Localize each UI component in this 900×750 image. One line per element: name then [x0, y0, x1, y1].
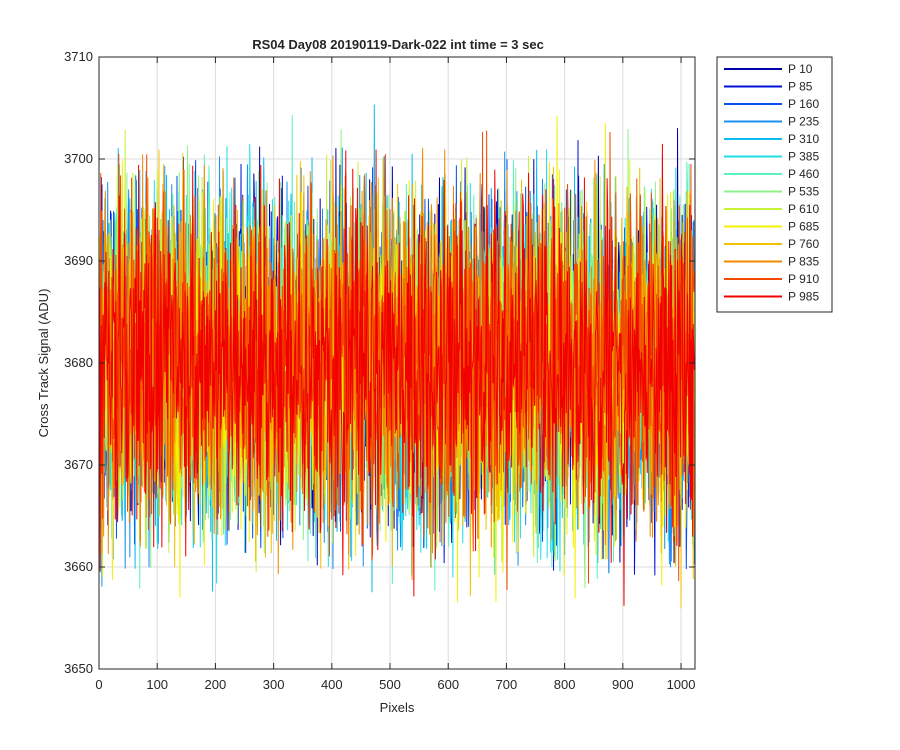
y-tick-label: 3660	[64, 559, 93, 574]
legend-label: P 310	[788, 132, 819, 146]
x-tick-label: 300	[263, 677, 285, 692]
legend: P 10 P 85 P 160 P 235 P 310 P 385 P 460 P 535 P …	[716, 56, 833, 313]
x-axis-label: Pixels	[380, 700, 415, 715]
x-tick-label: 800	[554, 677, 576, 692]
legend-label: P 535	[788, 185, 819, 199]
legend-label: P 760	[788, 237, 819, 251]
y-axis-label: Cross Track Signal (ADU)	[36, 289, 51, 438]
legend-label: P 460	[788, 167, 819, 181]
axis-ticks: 0 100 200 300 400 500 600 700 800 900 1000 3650 3660…	[64, 49, 695, 692]
x-tick-label: 100	[146, 677, 168, 692]
legend-label: P 160	[788, 97, 819, 111]
y-tick-label: 3650	[64, 661, 93, 676]
legend-label: P 835	[788, 255, 819, 269]
x-tick-label: 600	[437, 677, 459, 692]
legend-box	[716, 56, 833, 313]
legend-label: P 685	[788, 220, 819, 234]
y-tick-label: 3690	[64, 253, 93, 268]
y-tick-label: 3700	[64, 151, 93, 166]
legend-label: P 85	[788, 80, 813, 94]
legend-label: P 610	[788, 202, 819, 216]
legend-label: P 235	[788, 115, 819, 129]
x-tick-label: 0	[95, 677, 102, 692]
series-line-p985	[98, 143, 695, 606]
x-tick-label: 400	[321, 677, 343, 692]
legend-label: P 10	[788, 62, 813, 76]
x-tick-label: 700	[496, 677, 518, 692]
legend-label: P 985	[788, 290, 819, 304]
x-tick-label: 1000	[667, 677, 696, 692]
y-tick-label: 3670	[64, 457, 93, 472]
chart-title: RS04 Day08 20190119-Dark-022 int time = …	[252, 37, 544, 52]
x-tick-label: 500	[379, 677, 401, 692]
series-lines	[98, 104, 695, 609]
x-tick-label: 200	[205, 677, 227, 692]
y-tick-label: 3710	[64, 49, 93, 64]
legend-label: P 385	[788, 150, 819, 164]
legend-label: P 910	[788, 272, 819, 286]
y-tick-label: 3680	[64, 355, 93, 370]
x-tick-label: 900	[612, 677, 634, 692]
